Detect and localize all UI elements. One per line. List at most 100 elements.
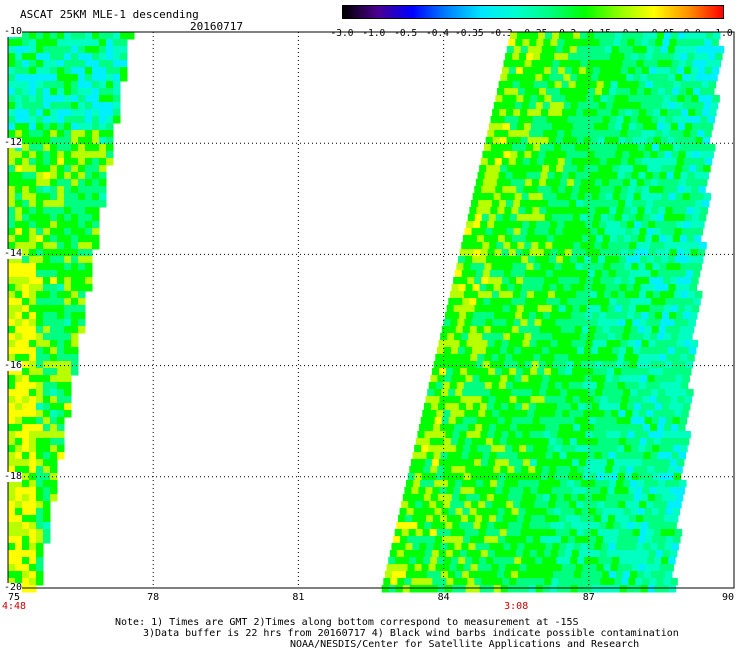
swath-pixel — [559, 242, 567, 250]
swath-pixel — [622, 424, 630, 432]
swath-pixel — [567, 417, 576, 425]
swath-pixel — [532, 298, 540, 306]
swath-pixel — [674, 109, 682, 117]
swath-pixel — [8, 277, 16, 285]
swath-pixel — [704, 67, 713, 75]
swath-pixel — [680, 445, 688, 453]
swath-pixel — [36, 74, 44, 82]
swath-pixel — [657, 571, 666, 579]
swath-pixel — [503, 270, 512, 278]
swath-pixel — [501, 459, 510, 467]
swath-pixel — [639, 200, 647, 208]
swath-pixel — [430, 403, 439, 411]
swath-pixel — [678, 242, 686, 250]
swath-pixel — [463, 382, 472, 390]
swath-pixel — [414, 473, 423, 481]
swath-pixel — [617, 172, 626, 180]
swath-pixel — [78, 144, 86, 152]
swath-pixel — [43, 130, 51, 138]
swath-pixel — [533, 445, 541, 453]
swath-pixel — [675, 375, 683, 383]
swath-pixel — [493, 466, 501, 474]
swath-pixel — [36, 564, 44, 572]
swath-pixel — [600, 186, 608, 194]
swath-pixel — [538, 361, 547, 369]
swath-pixel — [552, 32, 560, 40]
swath-pixel — [422, 529, 431, 537]
swath-pixel — [113, 53, 121, 61]
swath-pixel — [563, 193, 572, 201]
swath-pixel — [29, 172, 37, 180]
swath-pixel — [504, 417, 513, 425]
swath-pixel — [659, 291, 668, 299]
swath-pixel — [50, 130, 58, 138]
swath-pixel — [633, 74, 641, 82]
swath-pixel — [653, 529, 662, 537]
swath-pixel — [605, 557, 613, 565]
swath-pixel — [667, 347, 676, 355]
swath-pixel — [579, 396, 588, 404]
swath-pixel — [454, 424, 462, 432]
swath-pixel — [522, 130, 530, 138]
swath-pixel — [534, 438, 543, 446]
swath-pixel — [29, 326, 37, 334]
swath-pixel — [644, 207, 652, 215]
swath-pixel — [621, 123, 630, 131]
swath-pixel — [519, 382, 528, 390]
swath-pixel — [694, 172, 703, 180]
swath-pixel — [523, 487, 531, 495]
swath-pixel — [460, 487, 468, 495]
swath-pixel — [525, 207, 533, 215]
swath-pixel — [671, 361, 680, 369]
swath-pixel — [29, 368, 37, 376]
swath-pixel — [471, 501, 479, 509]
swath-pixel — [490, 207, 498, 215]
swath-pixel — [36, 221, 44, 229]
swath-pixel — [574, 326, 583, 334]
swath-pixel — [592, 431, 600, 439]
swath-pixel — [29, 200, 37, 208]
swath-pixel — [400, 564, 409, 572]
swath-pixel — [43, 501, 51, 509]
swath-pixel — [616, 389, 624, 397]
swath-pixel — [460, 368, 468, 376]
swath-pixel — [488, 487, 496, 495]
swath-pixel — [637, 480, 645, 488]
swath-pixel — [630, 88, 638, 96]
swath-pixel — [538, 60, 547, 68]
swath-pixel — [511, 480, 519, 488]
swath-pixel — [636, 452, 645, 460]
swath-pixel — [57, 109, 65, 117]
swath-pixel — [654, 375, 662, 383]
swath-pixel — [586, 368, 594, 376]
swath-pixel — [78, 46, 86, 54]
swath-pixel — [663, 368, 671, 376]
swath-pixel — [425, 487, 433, 495]
swath-pixel — [556, 193, 565, 201]
swath-pixel — [686, 298, 694, 306]
swath-pixel — [458, 256, 466, 264]
swath-pixel — [673, 172, 682, 180]
swath-pixel — [696, 74, 704, 82]
swath-pixel — [476, 417, 485, 425]
swath-pixel — [535, 375, 543, 383]
swath-pixel — [548, 109, 556, 117]
swath-pixel — [29, 312, 37, 320]
swath-pixel — [603, 81, 612, 89]
swath-pixel — [686, 326, 695, 334]
swath-pixel — [668, 466, 676, 474]
swath-pixel — [22, 158, 30, 166]
swath-pixel — [595, 326, 604, 334]
swath-pixel — [50, 74, 58, 82]
swath-pixel — [518, 88, 526, 96]
swath-pixel — [491, 382, 500, 390]
swath-pixel — [433, 452, 442, 460]
swath-pixel — [648, 312, 656, 320]
swath-pixel — [506, 109, 514, 117]
swath-pixel — [616, 88, 624, 96]
swath-pixel — [50, 151, 58, 159]
swath-pixel — [537, 277, 545, 285]
swath-pixel — [462, 235, 471, 243]
swath-pixel — [403, 522, 411, 530]
swath-pixel — [520, 137, 529, 145]
